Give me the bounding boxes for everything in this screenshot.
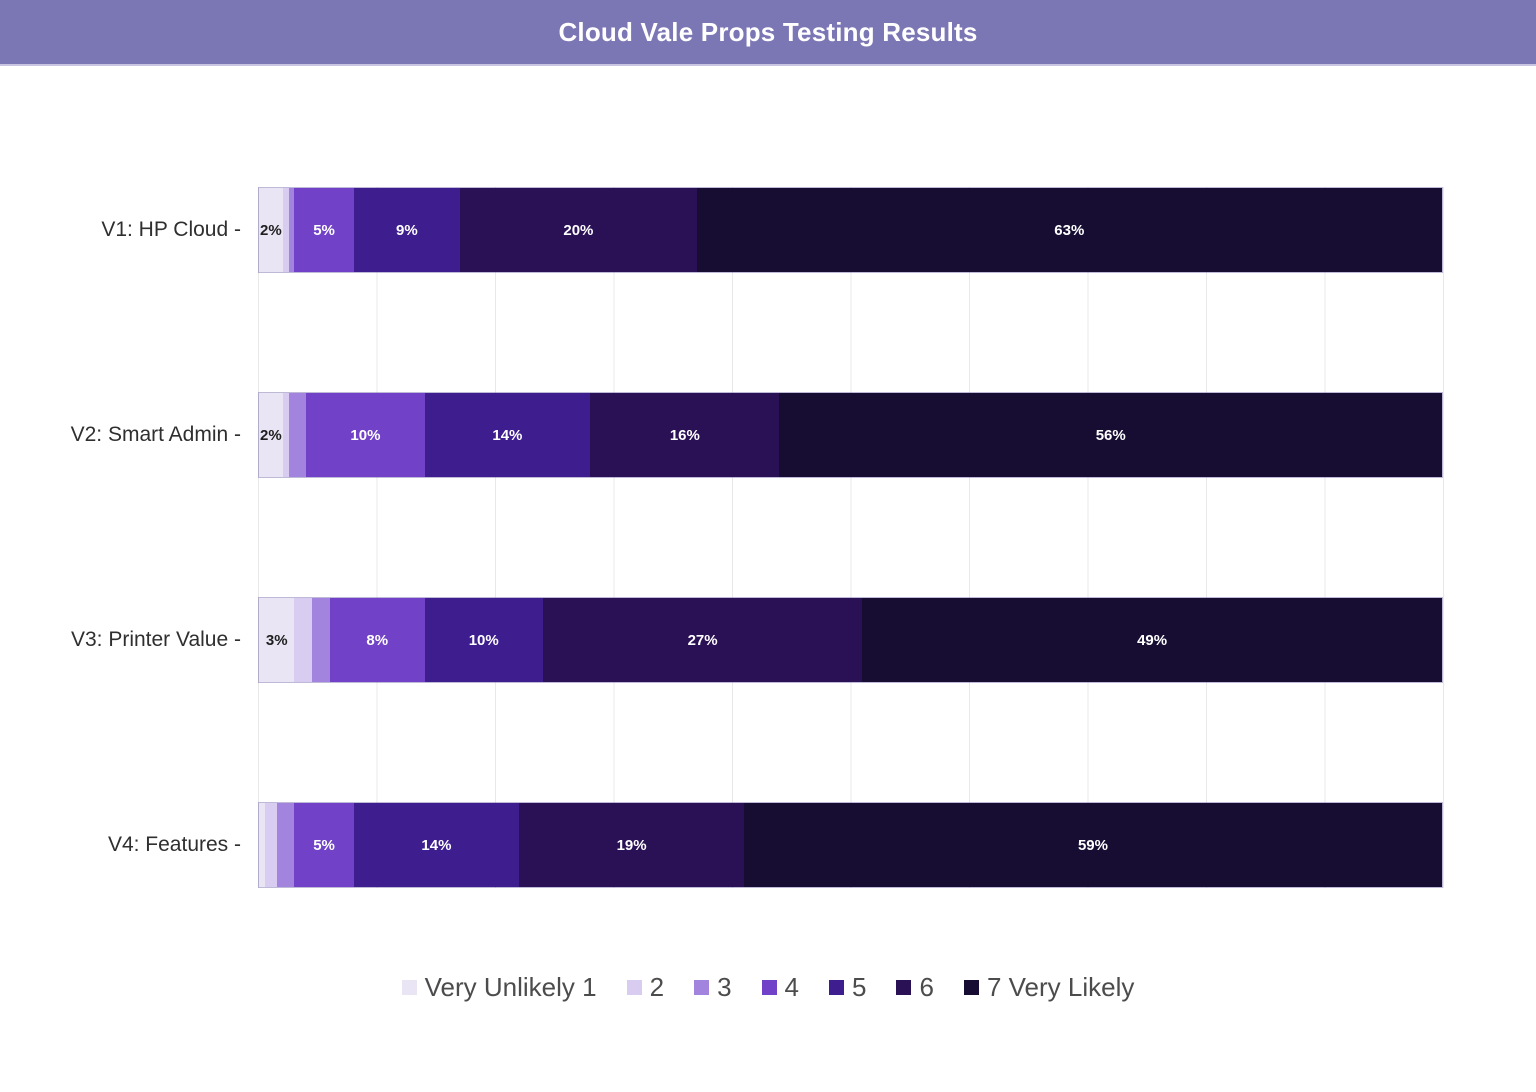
- bar-segment-scale-4[interactable]: 8%: [329, 598, 425, 682]
- bar-row-3: V3: Printer Value - 3% 8% 10% 27% 49%: [71, 597, 1443, 683]
- bar-segment-scale-5[interactable]: 14%: [353, 803, 520, 887]
- legend-swatch-icon: [829, 980, 845, 995]
- axis-tick-label: V2: Smart Admin -: [70, 423, 241, 446]
- bar-segment-scale-1[interactable]: [259, 803, 265, 887]
- stacked-bar: 5% 14% 19% 59%: [258, 802, 1443, 888]
- legend-swatch-icon: [626, 980, 642, 995]
- segment-value-label: 5%: [313, 836, 335, 854]
- segment-value-label: 3%: [265, 631, 288, 649]
- bar-segment-scale-5[interactable]: 9%: [353, 188, 461, 272]
- legend-item-label: 6: [919, 972, 934, 1002]
- legend: Very Unlikely 1 2 3 4 5 6 7 Very Likely: [0, 972, 1536, 1003]
- legend-item-label: Very Unlikely 1: [424, 972, 597, 1002]
- stacked-bar: 2% 10% 14% 16% 56%: [258, 392, 1443, 478]
- segment-value-label: 27%: [687, 631, 718, 649]
- legend-item-label: 7 Very Likely: [986, 972, 1135, 1002]
- bar-row-1: V1: HP Cloud - 2% 5% 9% 20% 63%: [101, 187, 1443, 273]
- segment-value-label: 59%: [1077, 836, 1108, 854]
- bar-row-4: V4: Features - 5% 14% 19% 59%: [108, 802, 1443, 888]
- bar-segment-scale-1[interactable]: 3%: [259, 598, 295, 682]
- bar-segment-scale-4[interactable]: 10%: [306, 393, 425, 477]
- bar-segment-scale-3[interactable]: [288, 188, 295, 272]
- bar-segment-scale-5[interactable]: 10%: [424, 598, 543, 682]
- legend-item-label: 2: [649, 972, 665, 1002]
- legend-item-scale-7[interactable]: 7 Very Likely: [963, 972, 1135, 1003]
- segment-value-label: 16%: [669, 426, 700, 444]
- bar-segment-scale-7[interactable]: 63%: [696, 188, 1442, 272]
- bar-segment-scale-6[interactable]: 20%: [460, 188, 697, 272]
- legend-item-scale-1[interactable]: Very Unlikely 1: [401, 972, 597, 1003]
- legend-swatch-icon: [963, 980, 979, 995]
- bar-segment-scale-3[interactable]: [288, 393, 307, 477]
- bar-segment-scale-4[interactable]: 5%: [294, 803, 354, 887]
- bar-row-2: V2: Smart Admin - 2% 10% 14% 16% 56%: [71, 392, 1443, 478]
- bar-segment-scale-1[interactable]: 2%: [259, 393, 283, 477]
- legend-swatch-icon: [896, 980, 912, 995]
- segment-value-label: 8%: [366, 631, 389, 649]
- segment-value-label: 49%: [1137, 631, 1168, 649]
- bar-segment-scale-7[interactable]: 49%: [862, 598, 1442, 682]
- legend-swatch-icon: [694, 980, 710, 995]
- legend-item-label: 3: [717, 972, 732, 1002]
- title-bar: Cloud Vale Props Testing Results: [0, 0, 1536, 66]
- segment-value-label: 56%: [1095, 426, 1126, 444]
- legend-item-scale-3[interactable]: 3: [694, 972, 732, 1003]
- axis-tick-label: V1: HP Cloud -: [101, 218, 241, 241]
- plot-area: V1: HP Cloud - 2% 5% 9% 20% 63% V2: Smart Admi…: [71, 187, 1444, 888]
- bar-segment-scale-6[interactable]: 16%: [590, 393, 780, 477]
- segment-value-label: 5%: [313, 221, 335, 239]
- segment-value-label: 20%: [563, 221, 594, 239]
- bar-segment-scale-3[interactable]: [312, 598, 330, 682]
- bar-segment-scale-7[interactable]: 59%: [743, 803, 1442, 887]
- page-title: Cloud Vale Props Testing Results: [558, 16, 978, 47]
- segment-value-label: 9%: [396, 221, 418, 239]
- segment-value-label: 10%: [350, 426, 381, 444]
- bar-segment-scale-2[interactable]: [282, 393, 289, 477]
- axis-tick-label: V3: Printer Value -: [70, 628, 241, 651]
- legend-swatch-icon: [761, 980, 777, 995]
- segment-value-label: 2%: [259, 426, 282, 444]
- bar-segment-scale-6[interactable]: 27%: [542, 598, 863, 682]
- legend-item-scale-5[interactable]: 5: [829, 972, 866, 1003]
- legend-item-scale-4[interactable]: 4: [761, 972, 800, 1003]
- bar-segment-scale-4[interactable]: 5%: [294, 188, 354, 272]
- bar-segment-scale-2[interactable]: [282, 188, 289, 272]
- segment-value-label: 14%: [492, 426, 523, 444]
- bar-segment-scale-1[interactable]: 2%: [259, 188, 283, 272]
- axis-tick-label: V4: Features -: [107, 833, 241, 856]
- segment-value-label: 10%: [468, 631, 499, 649]
- bar-segment-scale-3[interactable]: [276, 803, 295, 887]
- legend-item-scale-6[interactable]: 6: [896, 972, 934, 1003]
- stacked-bar: 3% 8% 10% 27% 49%: [258, 597, 1443, 683]
- legend-item-label: 4: [784, 972, 800, 1002]
- stacked-bar: 2% 5% 9% 20% 63%: [258, 187, 1443, 273]
- legend-item-scale-2[interactable]: 2: [626, 972, 665, 1003]
- legend-swatch-icon: [401, 980, 417, 995]
- segment-value-label: 2%: [259, 221, 282, 239]
- bar-segment-scale-2[interactable]: [294, 598, 313, 682]
- bar-segment-scale-5[interactable]: 14%: [424, 393, 591, 477]
- bar-segment-scale-2[interactable]: [264, 803, 277, 887]
- segment-value-label: 63%: [1054, 221, 1085, 239]
- bar-segment-scale-7[interactable]: 56%: [779, 393, 1442, 477]
- segment-value-label: 14%: [421, 836, 452, 854]
- bar-segment-scale-6[interactable]: 19%: [519, 803, 744, 887]
- legend-item-label: 5: [852, 972, 867, 1002]
- segment-value-label: 19%: [616, 836, 647, 854]
